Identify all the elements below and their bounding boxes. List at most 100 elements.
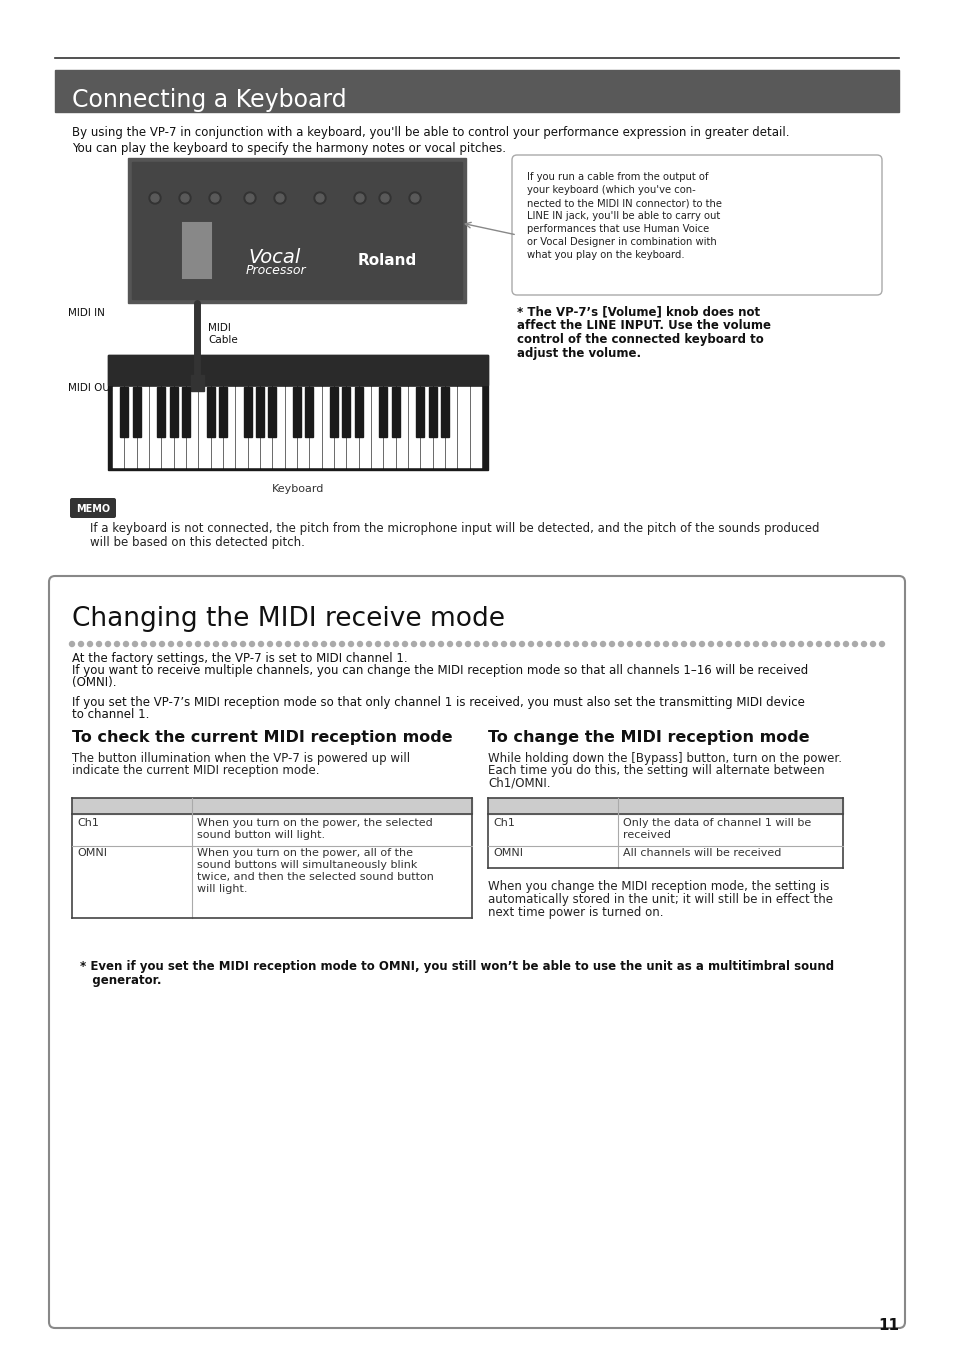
Circle shape: [132, 642, 137, 647]
Text: To change the MIDI reception mode: To change the MIDI reception mode: [488, 731, 809, 745]
Circle shape: [357, 642, 362, 647]
Circle shape: [717, 642, 721, 647]
Circle shape: [159, 642, 164, 647]
Text: generator.: generator.: [80, 975, 161, 987]
Circle shape: [879, 642, 883, 647]
Circle shape: [213, 642, 218, 647]
Circle shape: [806, 642, 812, 647]
Circle shape: [70, 642, 74, 647]
Text: Button illumination: Button illumination: [196, 801, 317, 811]
Bar: [128, 158, 465, 303]
Circle shape: [869, 642, 875, 647]
Circle shape: [483, 642, 488, 647]
Text: Explanation: Explanation: [622, 801, 696, 811]
Bar: [137, 387, 149, 468]
Text: Vocal: Vocal: [248, 248, 300, 267]
Circle shape: [222, 642, 227, 647]
Circle shape: [761, 642, 767, 647]
Text: Connecting a Keyboard: Connecting a Keyboard: [71, 88, 346, 112]
Text: Reception mode: Reception mode: [493, 801, 594, 811]
Circle shape: [474, 642, 479, 647]
Text: When you turn on the power, all of the: When you turn on the power, all of the: [196, 848, 413, 857]
Circle shape: [599, 642, 605, 647]
Text: twice, and then the selected sound button: twice, and then the selected sound butto…: [196, 872, 434, 882]
Bar: [330, 387, 337, 437]
Bar: [396, 387, 408, 468]
Text: next time power is turned on.: next time power is turned on.: [488, 906, 662, 919]
Circle shape: [573, 642, 578, 647]
Circle shape: [546, 642, 551, 647]
Text: When you change the MIDI reception mode, the setting is: When you change the MIDI reception mode,…: [488, 880, 828, 892]
Bar: [446, 387, 456, 468]
Circle shape: [151, 642, 155, 647]
Bar: [268, 387, 276, 437]
Circle shape: [402, 642, 407, 647]
Circle shape: [78, 642, 84, 647]
Bar: [132, 162, 461, 299]
Text: to channel 1.: to channel 1.: [71, 708, 150, 721]
Bar: [207, 387, 214, 437]
Circle shape: [384, 642, 389, 647]
Circle shape: [303, 642, 308, 647]
FancyBboxPatch shape: [49, 576, 904, 1328]
Bar: [224, 387, 235, 468]
Text: 11: 11: [877, 1318, 898, 1333]
Circle shape: [321, 642, 326, 647]
Circle shape: [274, 191, 286, 204]
Bar: [182, 387, 190, 437]
Circle shape: [88, 642, 92, 647]
Bar: [243, 387, 252, 437]
Circle shape: [240, 642, 245, 647]
Circle shape: [447, 642, 452, 647]
Circle shape: [232, 642, 236, 647]
Text: what you play on the keyboard.: what you play on the keyboard.: [526, 249, 684, 260]
Circle shape: [420, 642, 425, 647]
Text: will light.: will light.: [196, 884, 247, 894]
Circle shape: [753, 642, 758, 647]
Bar: [212, 387, 223, 468]
Circle shape: [123, 642, 129, 647]
Circle shape: [861, 642, 865, 647]
Circle shape: [609, 642, 614, 647]
Circle shape: [355, 194, 364, 202]
Text: Only the data of channel 1 will be: Only the data of channel 1 will be: [622, 818, 810, 828]
Bar: [421, 387, 433, 468]
Bar: [293, 387, 301, 437]
Text: (OMNI).: (OMNI).: [71, 675, 116, 689]
Bar: [261, 387, 272, 468]
Bar: [409, 387, 420, 468]
Text: MIDI: MIDI: [208, 324, 231, 333]
Circle shape: [456, 642, 461, 647]
Bar: [384, 387, 395, 468]
Circle shape: [429, 642, 434, 647]
Circle shape: [411, 194, 418, 202]
Bar: [249, 387, 260, 468]
Circle shape: [294, 642, 299, 647]
Circle shape: [378, 191, 391, 204]
Bar: [274, 387, 284, 468]
Circle shape: [735, 642, 740, 647]
Bar: [440, 387, 449, 437]
Circle shape: [798, 642, 802, 647]
Circle shape: [209, 191, 221, 204]
Bar: [162, 387, 173, 468]
Circle shape: [743, 642, 749, 647]
Circle shape: [618, 642, 623, 647]
Bar: [183, 222, 211, 278]
Circle shape: [519, 642, 524, 647]
Circle shape: [591, 642, 596, 647]
Text: Cable: Cable: [208, 336, 237, 345]
FancyBboxPatch shape: [70, 497, 116, 518]
Text: or Vocal Designer in combination with: or Vocal Designer in combination with: [526, 237, 716, 247]
Circle shape: [842, 642, 847, 647]
Circle shape: [771, 642, 776, 647]
Text: affect the LINE INPUT. Use the volume: affect the LINE INPUT. Use the volume: [517, 319, 770, 332]
Text: Changing the MIDI receive mode: Changing the MIDI receive mode: [71, 607, 504, 632]
Circle shape: [680, 642, 686, 647]
Circle shape: [438, 642, 443, 647]
Bar: [174, 387, 186, 468]
Bar: [457, 387, 469, 468]
Bar: [335, 387, 346, 468]
Circle shape: [564, 642, 569, 647]
Circle shape: [834, 642, 839, 647]
